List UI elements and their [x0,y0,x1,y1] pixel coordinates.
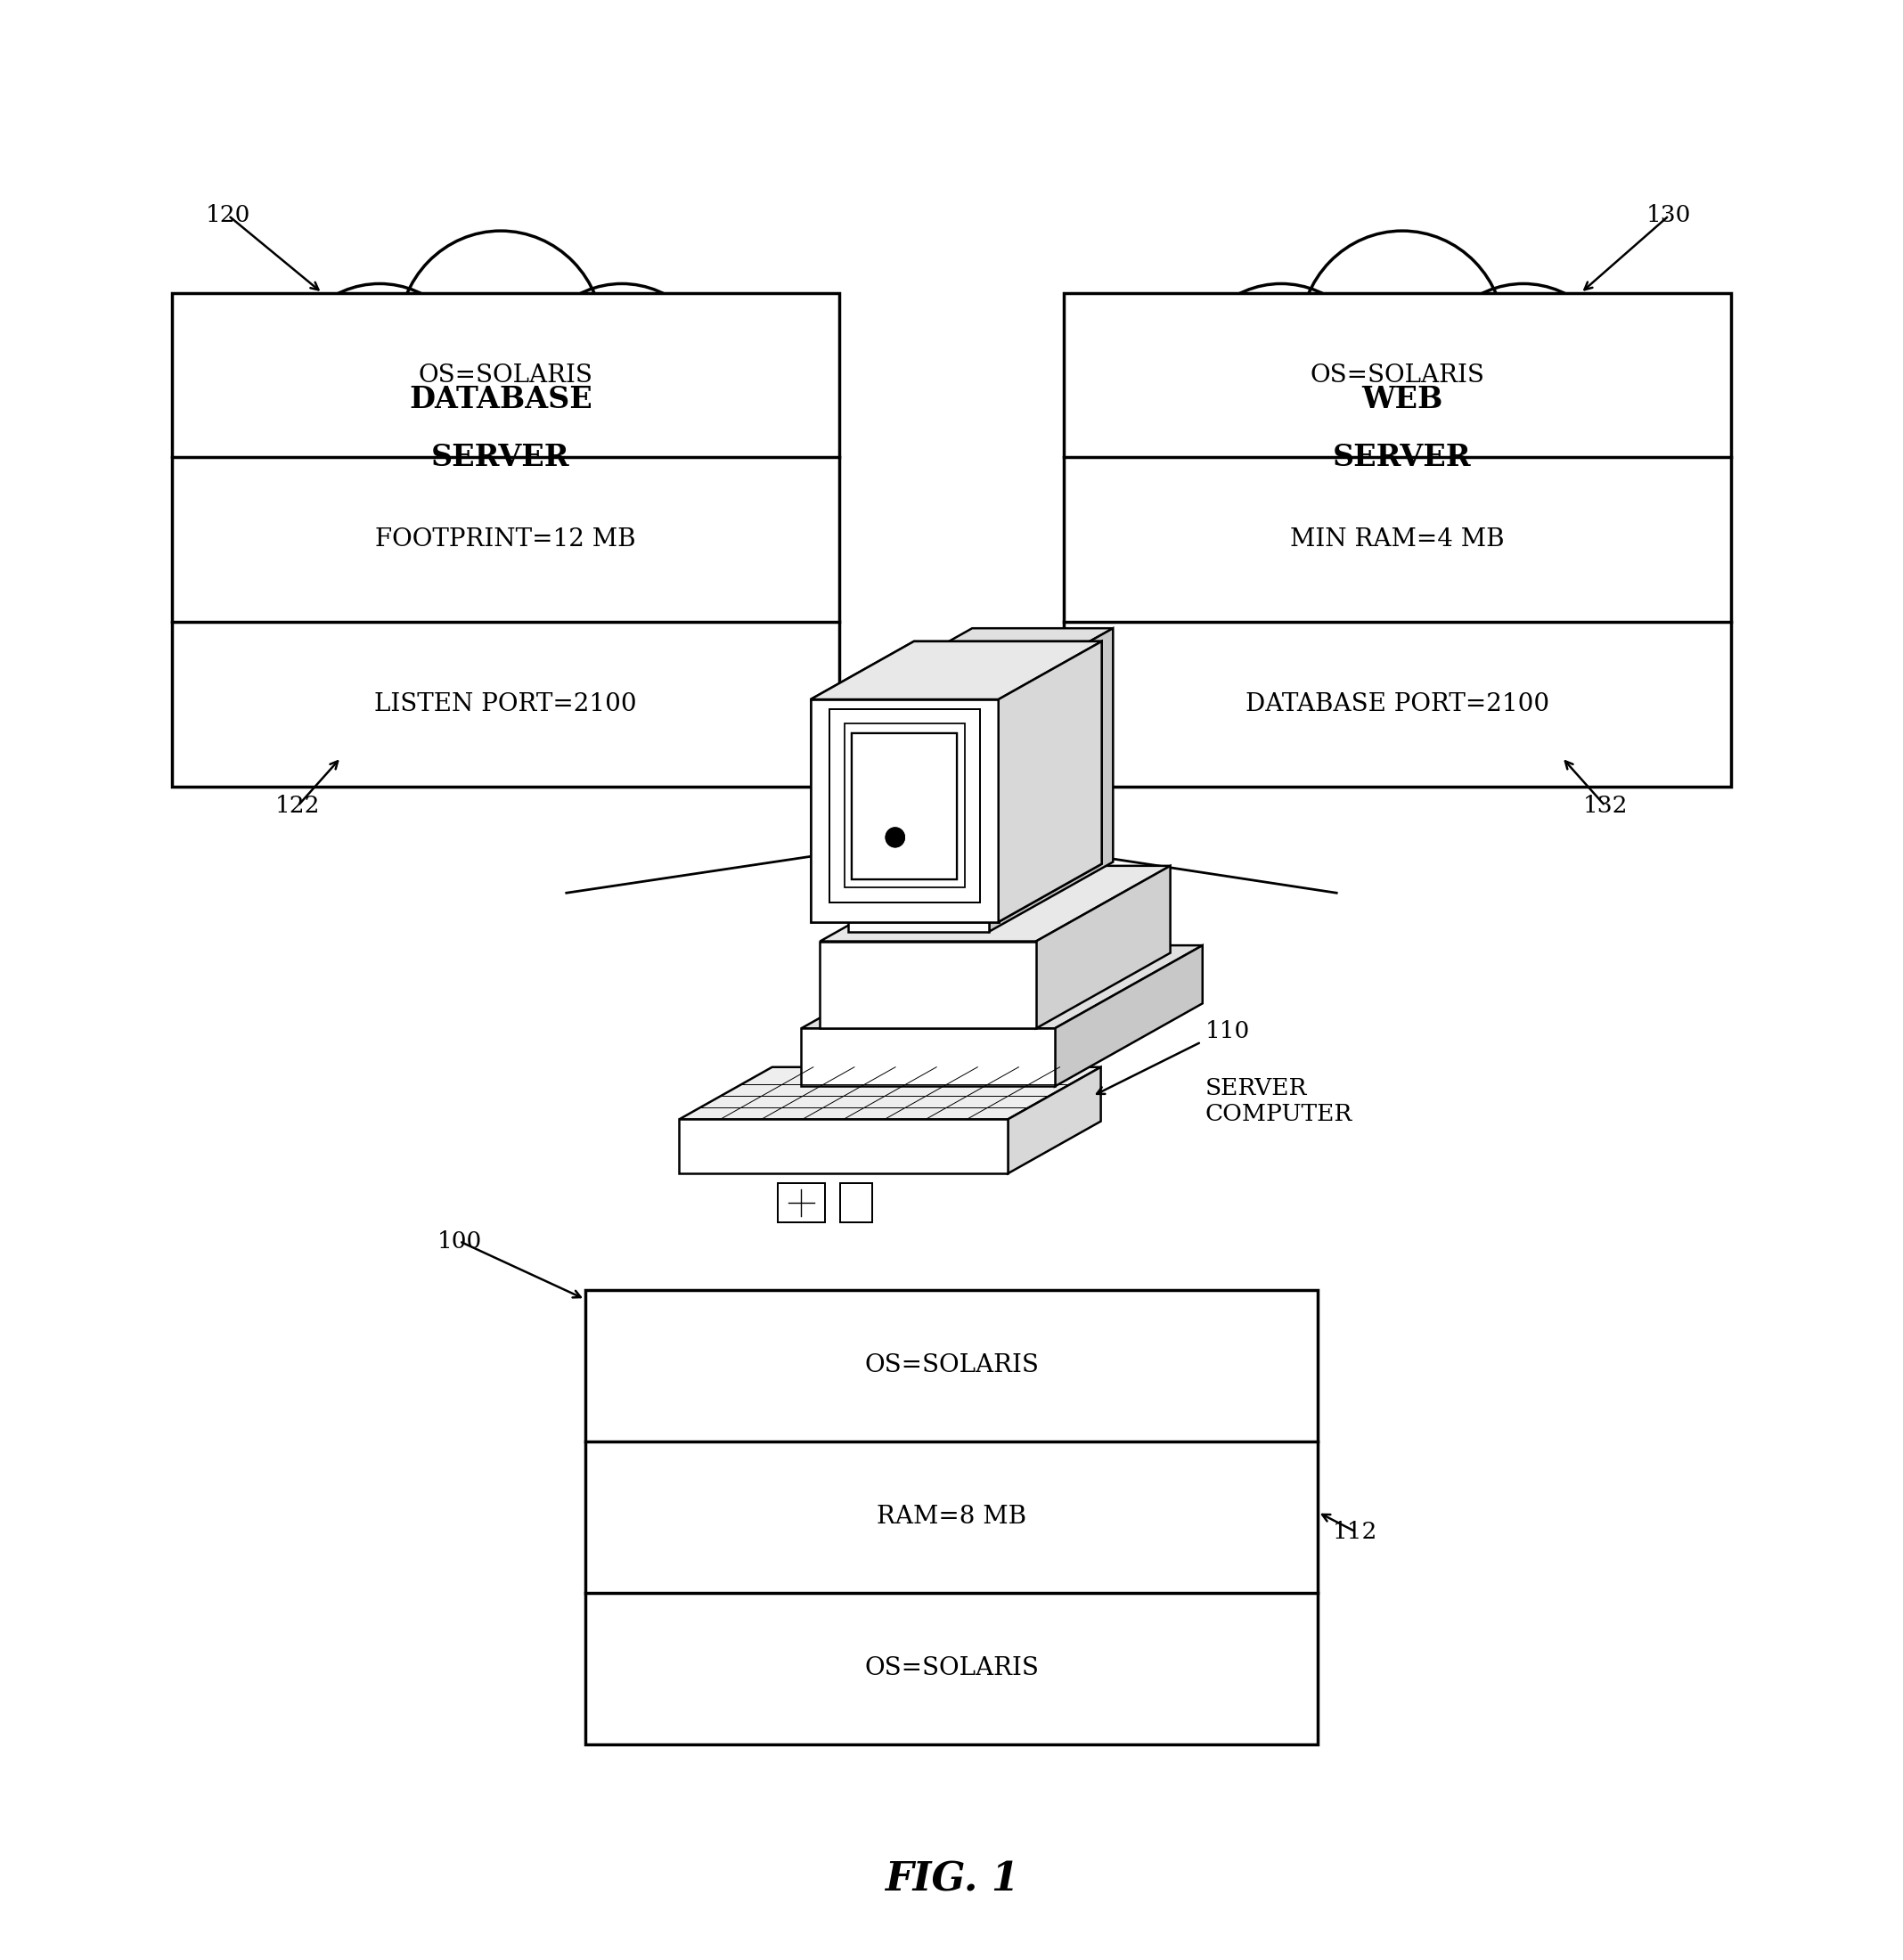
Polygon shape [801,1029,1054,1086]
Text: OS=SOLARIS: OS=SOLARIS [864,1656,1039,1680]
Text: MIN RAM=4 MB: MIN RAM=4 MB [1290,527,1505,553]
Circle shape [1427,284,1619,480]
Polygon shape [849,698,990,931]
Circle shape [1180,586,1342,751]
Circle shape [561,586,723,751]
FancyBboxPatch shape [171,292,839,786]
Polygon shape [839,1184,873,1221]
Circle shape [1463,586,1623,751]
Circle shape [346,367,655,684]
FancyBboxPatch shape [1064,292,1732,786]
Circle shape [289,345,567,631]
Polygon shape [830,710,980,904]
Text: LISTEN PORT=2100: LISTEN PORT=2100 [375,692,638,715]
Circle shape [636,390,811,570]
Circle shape [398,231,603,443]
Circle shape [190,390,367,570]
Circle shape [280,586,440,751]
Circle shape [885,827,904,847]
Text: 100: 100 [438,1231,481,1252]
Circle shape [1079,510,1241,676]
Text: FIG. 1: FIG. 1 [885,1860,1018,1899]
Text: 122: 122 [276,794,320,817]
Circle shape [1248,367,1557,684]
Polygon shape [845,723,965,888]
Text: WEB: WEB [1361,384,1442,414]
Polygon shape [849,629,1113,698]
Circle shape [1300,231,1505,443]
Text: SERVER: SERVER [432,443,571,472]
FancyBboxPatch shape [586,1290,1317,1744]
Circle shape [544,443,763,668]
Polygon shape [679,1066,1100,1119]
Text: RAM=8 MB: RAM=8 MB [877,1505,1026,1529]
Polygon shape [811,700,999,921]
Polygon shape [811,641,1102,700]
Polygon shape [853,733,957,880]
Polygon shape [990,629,1113,931]
Polygon shape [1009,1066,1100,1174]
Polygon shape [801,945,1203,1029]
Text: OS=SOLARIS: OS=SOLARIS [864,1354,1039,1378]
Circle shape [177,510,339,676]
Polygon shape [999,641,1102,921]
Circle shape [662,510,824,676]
Polygon shape [820,866,1170,941]
Text: SERVER: SERVER [1332,443,1471,472]
Polygon shape [853,733,957,880]
Text: 130: 130 [1646,204,1692,227]
Circle shape [1446,443,1665,668]
Polygon shape [1035,866,1170,1029]
Polygon shape [820,941,1035,1029]
Text: 112: 112 [1332,1521,1378,1543]
Text: 110: 110 [1205,1019,1250,1043]
Circle shape [1186,284,1376,480]
Text: OS=SOLARIS: OS=SOLARIS [1311,363,1484,388]
Circle shape [238,443,457,668]
Text: 120: 120 [206,204,251,227]
Polygon shape [778,1184,824,1221]
Circle shape [1536,390,1713,570]
Circle shape [434,345,712,631]
Text: DATABASE PORT=2100: DATABASE PORT=2100 [1246,692,1549,715]
Circle shape [885,827,904,847]
Circle shape [1315,604,1490,786]
Polygon shape [845,723,965,888]
Circle shape [284,284,476,480]
Text: SERVER
COMPUTER: SERVER COMPUTER [1205,1076,1353,1125]
Text: FOOTPRINT=12 MB: FOOTPRINT=12 MB [375,527,636,553]
Circle shape [527,284,717,480]
Polygon shape [830,710,980,904]
Polygon shape [999,641,1102,921]
Text: OS=SOLARIS: OS=SOLARIS [419,363,592,388]
Circle shape [1564,510,1726,676]
Polygon shape [679,1119,1009,1174]
Polygon shape [811,700,999,921]
Text: 132: 132 [1583,794,1627,817]
Circle shape [1140,443,1359,668]
Circle shape [1336,345,1614,631]
Text: DATABASE: DATABASE [409,384,592,414]
Polygon shape [811,641,1102,700]
Circle shape [1191,345,1469,631]
Circle shape [1092,390,1267,570]
Circle shape [413,604,588,786]
Polygon shape [1054,945,1203,1086]
